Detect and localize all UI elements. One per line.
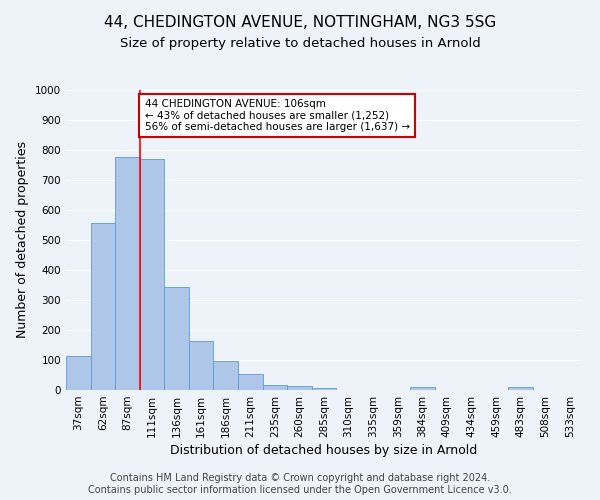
Bar bbox=[410, 387, 434, 390]
Text: Contains HM Land Registry data © Crown copyright and database right 2024.
Contai: Contains HM Land Registry data © Crown c… bbox=[88, 474, 512, 495]
Bar bbox=[115, 156, 140, 390]
Bar bbox=[508, 387, 533, 390]
Bar bbox=[189, 341, 214, 390]
Bar bbox=[66, 356, 91, 390]
Bar bbox=[214, 360, 238, 390]
Bar bbox=[263, 384, 287, 390]
Text: 44, CHEDINGTON AVENUE, NOTTINGHAM, NG3 5SG: 44, CHEDINGTON AVENUE, NOTTINGHAM, NG3 5… bbox=[104, 15, 496, 30]
Text: Size of property relative to detached houses in Arnold: Size of property relative to detached ho… bbox=[119, 38, 481, 51]
Bar bbox=[312, 388, 336, 390]
Bar bbox=[164, 286, 189, 390]
Bar bbox=[287, 386, 312, 390]
Bar bbox=[238, 374, 263, 390]
X-axis label: Distribution of detached houses by size in Arnold: Distribution of detached houses by size … bbox=[170, 444, 478, 457]
Bar bbox=[140, 159, 164, 390]
Y-axis label: Number of detached properties: Number of detached properties bbox=[16, 142, 29, 338]
Text: 44 CHEDINGTON AVENUE: 106sqm
← 43% of detached houses are smaller (1,252)
56% of: 44 CHEDINGTON AVENUE: 106sqm ← 43% of de… bbox=[145, 99, 410, 132]
Bar bbox=[91, 222, 115, 390]
